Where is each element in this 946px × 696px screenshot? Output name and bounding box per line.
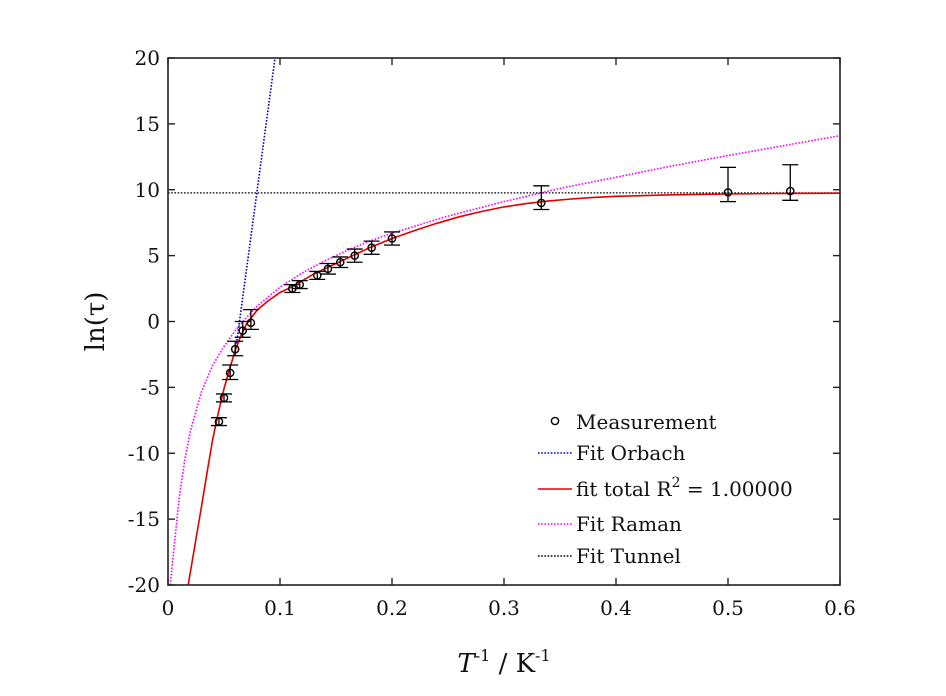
axes-box [167,57,841,586]
x-axis-label: T-1 / K-1 [457,646,550,679]
measurement-point [533,185,550,211]
measurement-point [222,364,239,381]
y-tick-label: -10 [128,441,160,465]
measurement-point [216,393,232,403]
data-marker [350,251,360,260]
y-tick-label: -15 [128,507,160,531]
plot-area [168,58,840,585]
legend-label-text: Fit Tunnel [576,544,681,568]
legend-label-text: Fit Raman [576,512,682,536]
legend-label: fit total R2 = 1.00000 [576,475,793,501]
x-axis-label-exponent: -1 [475,646,491,665]
legend-fit-total: fit total R2 = 1.00000 [538,475,793,501]
data-marker [219,393,229,403]
data-marker [785,186,795,196]
x-tick-label: 0.1 [264,596,296,620]
legend: Measurement Fit Orbach fit total R2 = 1.00… [538,410,793,568]
legend-label: Fit Orbach [576,441,686,465]
data-marker [312,271,322,280]
y-tick-label: -20 [128,573,160,597]
y-tick-label: 0 [147,310,160,334]
legend-label-text: fit total R [576,477,673,501]
data-marker [246,318,256,328]
y-tick-label: 20 [135,46,160,70]
data-marker [238,326,248,336]
measurement-point [319,262,336,275]
data-marker [230,344,240,354]
x-axis-label-symbol: T [457,649,476,679]
data-marker [387,234,397,243]
fit-total-line [187,192,840,585]
measurement-point [234,320,251,338]
data-marker [323,264,333,274]
y-tick-label: -5 [141,375,160,399]
measurement-point [291,280,308,290]
measurement-point [782,164,799,201]
x-axis-label-unit: / K [490,649,535,679]
legend-label-text: Measurement [576,410,717,434]
x-tick-label: 0.3 [488,596,520,620]
y-tick-label: 10 [135,178,160,202]
legend-label-superscript: 2 [672,475,681,491]
measurement-point [210,417,227,427]
legend-label: Fit Raman [576,512,682,536]
legend-label-text: Fit Orbach [576,441,686,465]
measurement-point [346,248,363,263]
data-marker [225,368,235,378]
measurement-point [720,166,736,203]
data-marker [295,280,305,289]
y-tick-label: 15 [135,112,160,136]
measurement-point [309,270,326,280]
measurement-point [384,231,400,246]
measurement-point [227,340,244,357]
fit-orbach-line [234,58,276,354]
legend-fit-raman: Fit Raman [538,512,682,536]
x-tick-label: 0.6 [824,596,856,620]
measurement-point [332,256,349,269]
measurement-point [242,308,259,331]
measurement-point [363,240,380,255]
fit-raman-line [169,134,840,585]
x-tick-label: 0 [162,596,175,620]
data-marker [367,243,376,253]
legend-fit-orbach: Fit Orbach [538,441,686,465]
data-marker [335,257,345,267]
data-marker [723,188,733,197]
legend-marker [550,416,560,426]
legend-label: Fit Tunnel [576,544,681,568]
data-marker [214,417,224,426]
legend-label-suffix: = 1.00000 [681,477,793,501]
legend-measurement: Measurement [550,410,717,434]
y-tick-label: 5 [147,244,160,268]
legend-label: Measurement [576,410,717,434]
axes: 0 0.1 0.2 0.3 0.4 0.5 0.6-20-15-10-505101520T-… [81,46,856,679]
x-tick-label: 0.4 [600,596,632,620]
legend-fit-tunnel: Fit Tunnel [538,544,681,568]
x-tick-label: 0.2 [376,596,408,620]
y-axis-label: ln(τ) [81,292,111,352]
x-tick-label: 0.5 [712,596,744,620]
data-marker [536,198,546,208]
x-axis-label-unit-exponent: -1 [535,646,551,665]
